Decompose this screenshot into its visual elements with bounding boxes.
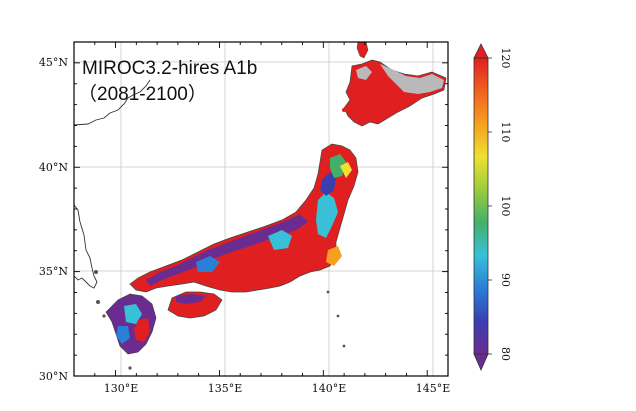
island (326, 290, 330, 294)
honshu-land (129, 143, 359, 293)
chugoku-blue-area (196, 256, 220, 272)
colorbar-bottom-triangle (473, 353, 489, 371)
map-period: （2081-2100） (78, 83, 207, 105)
lon-label-130e: 130°E (104, 382, 139, 395)
frame-ticks (73, 41, 449, 377)
lat-label-45n: 45°N (39, 56, 68, 69)
colorbar-tick-label: 80 (499, 347, 512, 361)
honshu-cyan-area (316, 192, 338, 238)
island (102, 314, 106, 318)
korea-coastline (74, 79, 151, 289)
chubu-cyan-area (268, 230, 292, 250)
sakhalin-land (356, 42, 369, 59)
lat-label-35n: 35°N (39, 265, 68, 278)
honshu-purple-band (146, 214, 308, 286)
island (336, 314, 340, 318)
colorbar-tick-label: 120 (499, 48, 512, 69)
island (342, 344, 346, 348)
colorbar-tick-label: 110 (499, 122, 512, 143)
island (94, 270, 98, 274)
hokkaido-gray-area-2 (356, 66, 372, 80)
island (96, 300, 100, 304)
lon-label-145e: 145°E (416, 382, 451, 395)
island (128, 366, 132, 370)
tohoku-yellow-area (340, 162, 352, 178)
lon-label-140e: 140°E (312, 382, 347, 395)
lon-label-135e: 135°E (208, 382, 243, 395)
map-title: MIROC3.2-hires A1b (82, 58, 257, 79)
kyushu-red-area (134, 318, 150, 342)
island (342, 108, 346, 112)
kyushu-blue-area (116, 326, 130, 344)
colorbar: 80 90 100 110 120 (473, 43, 512, 371)
colorbar-top-triangle (473, 43, 489, 59)
honshu-blue-area (320, 172, 336, 196)
shikoku-purple-area (176, 294, 206, 304)
colorbar-bar (473, 57, 489, 355)
island (284, 224, 288, 228)
colorbar-tick-label: 90 (499, 273, 512, 287)
kanto-orange-area (326, 246, 342, 266)
lat-label-40n: 40°N (39, 161, 68, 174)
colorbar-tick-label: 100 (499, 196, 512, 217)
lat-label-30n: 30°N (39, 370, 68, 383)
kyushu-cyan-area (124, 304, 142, 324)
tohoku-green-area (330, 154, 346, 178)
hokkaido-gray-area (380, 64, 444, 94)
